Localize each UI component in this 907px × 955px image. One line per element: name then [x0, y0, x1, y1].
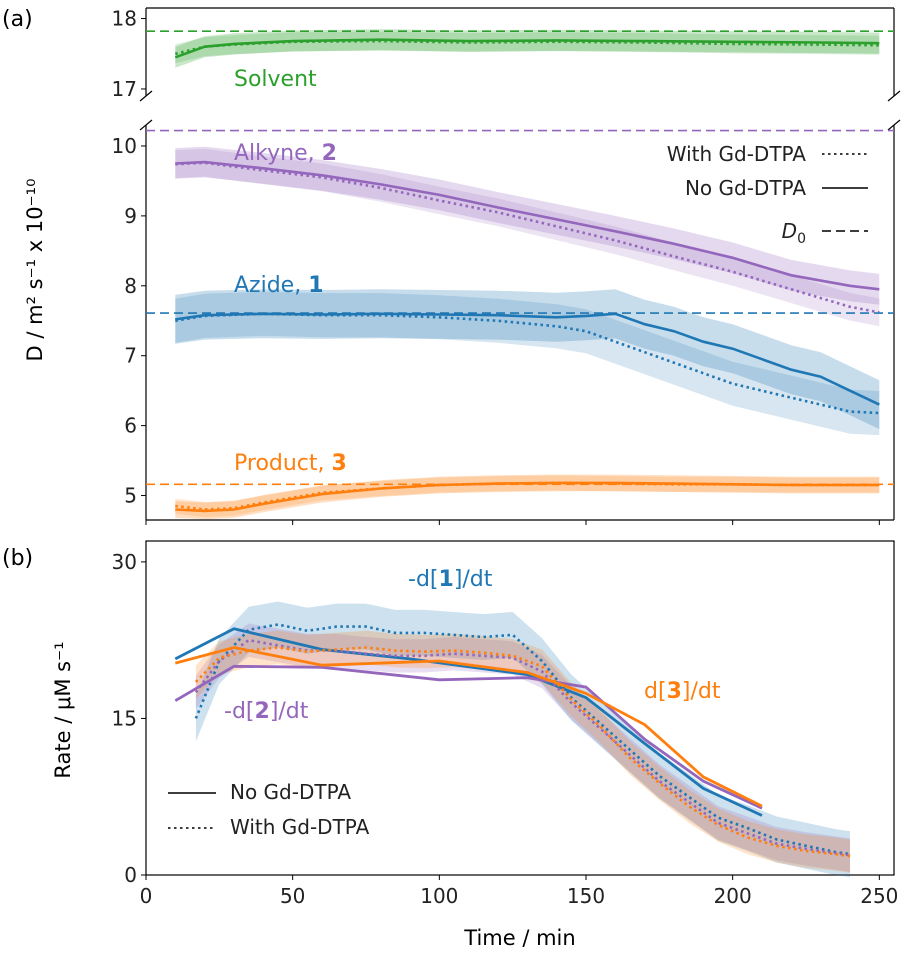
series-label-index: 3 — [667, 679, 682, 704]
y-tick-label: 30 — [112, 550, 137, 574]
series-line-with-gd — [175, 481, 880, 511]
legend-label-main: D — [782, 219, 797, 243]
series-label-index: 3 — [332, 451, 347, 476]
x-tick-label: 250 — [860, 884, 898, 908]
panel-b-rate-chart: 0 15 30 0 50 100 150 200 250 Time / min Rate / μM … — [51, 540, 898, 950]
series-label-text: Product, — [234, 451, 332, 476]
x-axis-label: Time / min — [463, 926, 575, 950]
y-tick-label: 8 — [124, 274, 137, 298]
series-label-text: Alkyne, — [234, 141, 322, 166]
uncertainty-band — [175, 148, 880, 327]
x-tick-label: 50 — [280, 884, 305, 908]
axis-break-mark — [139, 90, 153, 102]
series-line-no-gd — [174, 664, 763, 810]
y-tick-label: 10 — [112, 134, 137, 158]
series-label: -d[2]/dt — [224, 699, 309, 724]
series-line-with-gd — [174, 39, 880, 56]
series-line-with-gd — [194, 623, 851, 856]
uncertainty-band — [175, 289, 880, 430]
uncertainty-band — [195, 630, 850, 873]
legend-label: No Gd-DTPA — [685, 176, 806, 200]
axis-break-mark — [139, 119, 153, 131]
panel-a-label: (a) — [2, 7, 33, 32]
series-line-no-gd — [175, 312, 880, 406]
series-label-prefix: -d[ — [224, 699, 255, 724]
series-label: Alkyne, 2 — [234, 141, 337, 166]
series-label-index: 1 — [308, 273, 323, 298]
series-label-suffix: ]/dt — [454, 567, 493, 592]
series-label-index: 1 — [439, 567, 454, 592]
legend-label: With Gd-DTPA — [230, 815, 370, 839]
uncertainty-band — [175, 31, 880, 64]
legend-label: With Gd-DTPA — [667, 142, 807, 166]
y-tick-label: 18 — [112, 7, 137, 31]
series-line-no-gd — [175, 160, 880, 291]
y-tick-label: 7 — [124, 344, 137, 368]
legend-label: No Gd-DTPA — [230, 780, 351, 804]
axis-break-mark — [887, 119, 901, 131]
y-tick-label: 9 — [124, 204, 137, 228]
y-tick-label: 15 — [112, 706, 137, 730]
legend-label: D0 — [782, 219, 806, 247]
series-label-suffix: ]/dt — [682, 679, 721, 704]
y-tick-label: 6 — [124, 414, 137, 438]
y-tick-label: 17 — [112, 77, 137, 101]
series-label: Product, 3 — [234, 451, 347, 476]
series-line-with-gd — [194, 646, 851, 858]
uncertainty-band — [175, 146, 880, 305]
axis-break-mark — [887, 90, 901, 102]
y-axis-label: Rate / μM s⁻¹ — [51, 641, 75, 778]
uncertainty-band — [195, 623, 850, 872]
x-tick-label: 200 — [714, 884, 752, 908]
series-label: -d[1]/dt — [408, 567, 493, 592]
panel-b-frame — [145, 540, 895, 876]
series-label-index: 2 — [255, 699, 270, 724]
x-tick-label: 150 — [567, 884, 605, 908]
panel-b-label: (b) — [2, 546, 33, 571]
uncertainty-band — [195, 601, 850, 878]
uncertainty-band — [175, 475, 880, 518]
series-label-index: 2 — [322, 141, 337, 166]
uncertainty-band — [175, 291, 880, 436]
x-tick-label: 100 — [420, 884, 458, 908]
legend-label-sub: 0 — [797, 231, 806, 247]
series-line-with-gd — [175, 161, 880, 314]
y-tick-label: 5 — [124, 484, 137, 508]
series-label-text: Azide, — [234, 273, 308, 298]
uncertainty-band — [175, 29, 880, 68]
series-label-suffix: ]/dt — [270, 699, 309, 724]
x-tick-label: 0 — [140, 884, 153, 908]
y-tick-label: 0 — [124, 863, 137, 887]
uncertainty-band — [175, 474, 880, 520]
series-label: d[3]/dt — [644, 679, 721, 704]
y-axis-label: D / m² s⁻¹ x 10⁻¹⁰ — [23, 178, 47, 361]
series-label: Solvent — [234, 67, 317, 92]
series-label-text: Solvent — [234, 67, 317, 92]
series-line-no-gd — [174, 646, 763, 808]
series-label: Azide, 1 — [234, 273, 324, 298]
series-line-no-gd — [174, 627, 763, 817]
series-label-prefix: -d[ — [408, 567, 439, 592]
series-label-prefix: d[ — [644, 679, 667, 704]
